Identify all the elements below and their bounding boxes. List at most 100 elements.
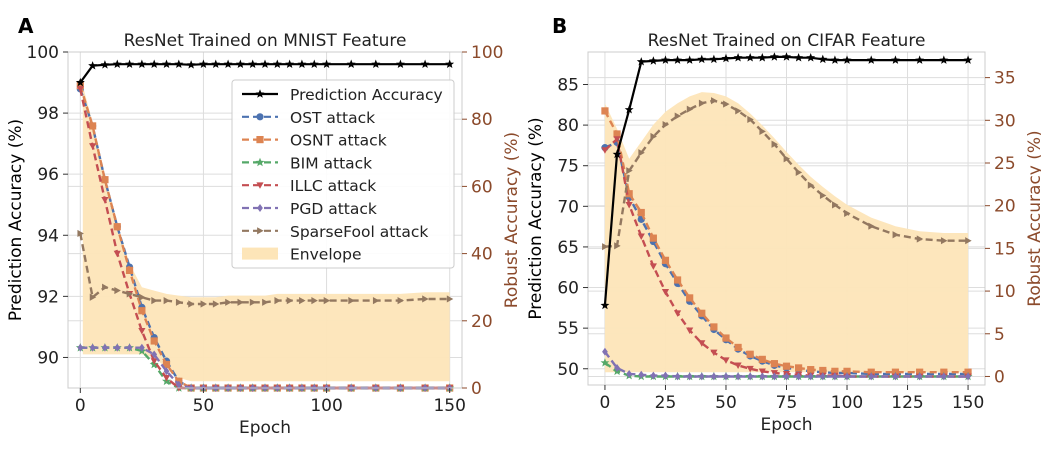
data-point <box>807 181 815 189</box>
legend-label: ILLC attack <box>290 177 376 195</box>
data-point <box>100 60 110 69</box>
data-point <box>614 242 621 250</box>
data-point <box>75 77 85 87</box>
data-point <box>602 243 609 251</box>
data-point <box>602 347 608 356</box>
data-point <box>673 55 682 64</box>
data-point <box>842 55 852 64</box>
series-line <box>604 136 969 378</box>
data-point <box>940 372 947 381</box>
series-prediction-accuracy <box>600 52 973 310</box>
y-tick-label: 65 <box>557 238 579 258</box>
chart-title: ResNet Trained on MNIST Feature <box>124 31 407 51</box>
data-point <box>445 59 455 68</box>
data-point <box>286 297 294 305</box>
data-point <box>371 59 381 68</box>
data-point <box>200 300 208 308</box>
legend-label: Prediction Accuracy <box>290 86 443 104</box>
data-point <box>698 340 706 347</box>
data-point <box>866 55 876 64</box>
data-point <box>600 358 610 367</box>
data-point <box>162 360 171 369</box>
data-point <box>150 337 158 345</box>
y2-tick-label: 0 <box>994 367 1005 387</box>
data-point <box>637 233 645 241</box>
data-point <box>722 357 730 364</box>
data-point <box>138 293 146 301</box>
y2-tick-label: 15 <box>994 239 1016 259</box>
series-line <box>79 85 450 390</box>
data-point <box>137 59 147 68</box>
y2-axis-label: Robust Accuracy (%) <box>1025 130 1041 306</box>
y-tick-label: 98 <box>37 104 59 124</box>
y2-tick-label: 40 <box>471 245 493 265</box>
legend-item: ILLC attack <box>242 177 376 195</box>
legend-label: SparseFool attack <box>290 223 428 241</box>
data-point <box>794 53 804 62</box>
data-point <box>723 100 730 108</box>
data-point <box>309 59 319 68</box>
data-point <box>673 310 682 317</box>
data-point <box>626 167 633 175</box>
data-point <box>125 266 134 274</box>
x-tick-label: 0 <box>75 396 86 416</box>
data-point <box>783 372 790 381</box>
data-point <box>249 298 257 306</box>
x-tick-label: 150 <box>433 396 465 416</box>
panel-label: A <box>18 14 34 38</box>
x-tick-label: 100 <box>310 396 342 416</box>
y2-tick-label: 100 <box>471 43 503 63</box>
data-point <box>830 55 840 64</box>
data-point <box>698 309 706 317</box>
data-point <box>212 300 220 308</box>
data-point <box>891 55 900 64</box>
data-point <box>175 380 182 389</box>
data-point <box>832 372 838 381</box>
data-point <box>686 372 693 381</box>
data-point <box>710 372 717 381</box>
data-point <box>746 365 754 373</box>
data-point <box>114 343 121 352</box>
data-point <box>636 57 646 66</box>
y-tick-label: 75 <box>557 157 579 177</box>
data-point <box>661 256 670 264</box>
data-point <box>163 367 170 376</box>
data-point <box>710 97 718 105</box>
data-point <box>757 53 767 62</box>
data-point <box>722 334 730 342</box>
data-point <box>795 372 802 381</box>
data-point <box>614 363 620 372</box>
y-axis-label: Prediction Accuracy (%) <box>526 117 546 319</box>
legend-marker <box>257 204 263 212</box>
legend-marker <box>256 113 264 121</box>
data-point <box>686 327 694 334</box>
y-tick-label: 70 <box>557 197 579 217</box>
data-point <box>102 283 109 291</box>
data-point <box>733 53 743 62</box>
data-point <box>759 372 766 381</box>
data-point <box>686 294 694 302</box>
data-point <box>770 360 778 368</box>
data-point <box>819 372 826 381</box>
data-point <box>186 60 196 69</box>
data-point <box>150 358 158 365</box>
data-point <box>274 297 281 305</box>
data-point <box>138 307 146 315</box>
data-point <box>624 105 634 114</box>
data-point <box>285 59 295 68</box>
legend-label: PGD attack <box>290 200 377 218</box>
y-tick-label: 90 <box>37 348 59 368</box>
series-prediction-accuracy <box>75 59 455 87</box>
data-point <box>747 372 754 381</box>
data-point <box>735 107 742 115</box>
series-line <box>79 233 450 306</box>
data-point <box>662 371 669 380</box>
y2-tick-label: 20 <box>994 197 1016 217</box>
panel-a: A ResNet Trained on MNIST Feature 90 92 94 96… <box>6 14 522 438</box>
data-point <box>422 295 429 303</box>
data-point <box>697 54 707 64</box>
data-point <box>963 55 973 64</box>
y2-tick-label: 5 <box>994 325 1005 345</box>
legend-box <box>231 79 455 269</box>
data-point <box>831 367 839 375</box>
